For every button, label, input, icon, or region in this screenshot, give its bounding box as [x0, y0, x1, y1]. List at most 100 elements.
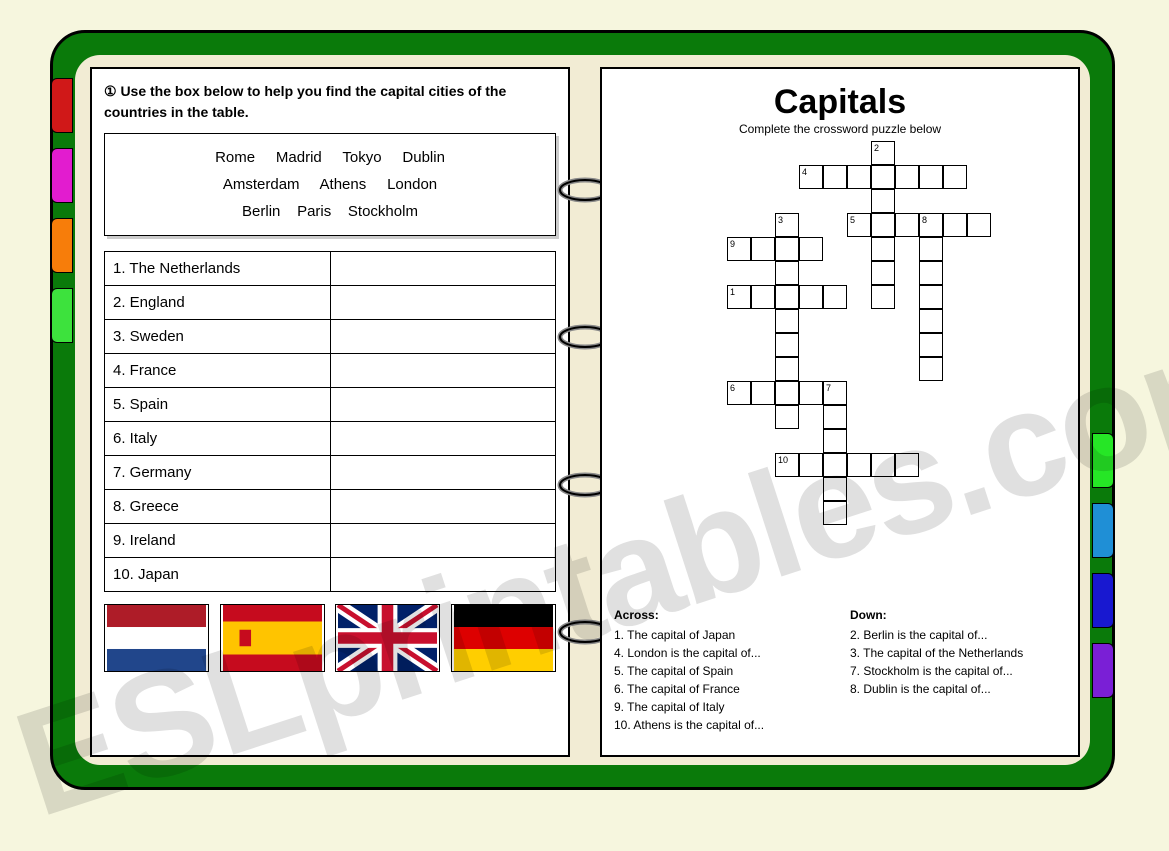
crossword-cell[interactable] — [895, 213, 919, 237]
word: Paris — [297, 203, 331, 220]
country-cell: 1. The Netherlands — [105, 252, 331, 286]
crossword-cell[interactable] — [871, 453, 895, 477]
crossword-cell[interactable] — [847, 165, 871, 189]
crossword-cell[interactable] — [799, 285, 823, 309]
crossword-grid: 2 43 5 8 9 1 6 7 10 — [615, 141, 1065, 601]
crossword-cell[interactable] — [823, 453, 847, 477]
flag-spain — [220, 604, 325, 672]
word: Madrid — [276, 149, 322, 166]
crossword-cell[interactable] — [871, 261, 895, 285]
crossword-cell[interactable] — [823, 429, 847, 453]
crossword-cell[interactable] — [919, 309, 943, 333]
country-cell: 10. Japan — [105, 558, 331, 592]
answer-cell[interactable] — [330, 490, 556, 524]
crossword-cell[interactable] — [871, 285, 895, 309]
word: Berlin — [242, 203, 280, 220]
divider-tab — [1092, 433, 1114, 488]
clues: Across: 1. The capital of Japan 4. Londo… — [614, 606, 1066, 734]
crossword-cell[interactable] — [919, 237, 943, 261]
crossword-cell[interactable] — [919, 261, 943, 285]
clues-across: Across: 1. The capital of Japan 4. Londo… — [614, 606, 830, 734]
crossword-cell[interactable] — [943, 165, 967, 189]
left-page: ① Use the box below to help you find the… — [90, 67, 570, 757]
crossword-cell[interactable]: 3 — [775, 213, 799, 237]
answer-cell[interactable] — [330, 422, 556, 456]
country-cell: 7. Germany — [105, 456, 331, 490]
crossword-cell[interactable] — [823, 477, 847, 501]
crossword-cell[interactable]: 9 — [727, 237, 751, 261]
crossword-cell[interactable] — [823, 501, 847, 525]
answer-cell[interactable] — [330, 524, 556, 558]
crossword-cell[interactable] — [895, 453, 919, 477]
clue: 2. Berlin is the capital of... — [850, 626, 1066, 644]
divider-tab — [51, 148, 73, 203]
crossword-cell[interactable]: 6 — [727, 381, 751, 405]
crossword-cell[interactable] — [871, 165, 895, 189]
clue: 8. Dublin is the capital of... — [850, 680, 1066, 698]
crossword-cell[interactable]: 4 — [799, 165, 823, 189]
crossword-cell[interactable] — [751, 381, 775, 405]
crossword-cell[interactable] — [823, 405, 847, 429]
crossword-cell[interactable] — [919, 333, 943, 357]
answer-cell[interactable] — [330, 286, 556, 320]
flag-uk — [335, 604, 440, 672]
divider-tab — [51, 78, 73, 133]
crossword-cell[interactable]: 5 — [847, 213, 871, 237]
crossword-cell[interactable]: 1 — [727, 285, 751, 309]
crossword-cell[interactable] — [775, 285, 799, 309]
crossword-cell[interactable] — [799, 381, 823, 405]
country-cell: 5. Spain — [105, 388, 331, 422]
country-cell: 3. Sweden — [105, 320, 331, 354]
crossword-cell[interactable]: 2 — [871, 141, 895, 165]
word: Rome — [215, 149, 255, 166]
crossword-cell[interactable] — [799, 453, 823, 477]
answer-cell[interactable] — [330, 320, 556, 354]
table-row: 4. France — [105, 354, 556, 388]
clue: 3. The capital of the Netherlands — [850, 644, 1066, 662]
crossword-cell[interactable] — [871, 213, 895, 237]
crossword-cell[interactable] — [799, 237, 823, 261]
crossword-cell[interactable] — [871, 189, 895, 213]
crossword-cell[interactable] — [919, 285, 943, 309]
crossword-cell[interactable] — [775, 237, 799, 261]
crossword-cell[interactable]: 10 — [775, 453, 799, 477]
crossword-cell[interactable] — [823, 165, 847, 189]
country-cell: 2. England — [105, 286, 331, 320]
crossword-cell[interactable] — [895, 165, 919, 189]
crossword-cell[interactable] — [943, 213, 967, 237]
country-cell: 4. France — [105, 354, 331, 388]
word: Stockholm — [348, 203, 418, 220]
crossword-cell[interactable] — [775, 405, 799, 429]
crossword-cell[interactable] — [919, 165, 943, 189]
crossword-cell[interactable] — [775, 309, 799, 333]
word: Amsterdam — [223, 176, 300, 193]
crossword-cell[interactable] — [751, 285, 775, 309]
crossword-cell[interactable] — [775, 381, 799, 405]
word-box: Rome Madrid Tokyo Dublin Amsterdam Athen… — [104, 133, 556, 236]
table-row: 3. Sweden — [105, 320, 556, 354]
crossword-cell[interactable] — [751, 237, 775, 261]
answer-cell[interactable] — [330, 388, 556, 422]
crossword-cell[interactable] — [775, 357, 799, 381]
down-title: Down: — [850, 606, 1066, 624]
crossword-cell[interactable] — [847, 453, 871, 477]
clue: 6. The capital of France — [614, 680, 830, 698]
word: Athens — [320, 176, 367, 193]
divider-tab — [1092, 503, 1114, 558]
crossword-cell[interactable] — [823, 285, 847, 309]
clue: 4. London is the capital of... — [614, 644, 830, 662]
crossword-cell[interactable]: 7 — [823, 381, 847, 405]
answer-cell[interactable] — [330, 456, 556, 490]
answer-cell[interactable] — [330, 252, 556, 286]
crossword-cell[interactable] — [967, 213, 991, 237]
crossword-cell[interactable]: 8 — [919, 213, 943, 237]
crossword-cell[interactable] — [775, 261, 799, 285]
flags-row — [104, 604, 556, 672]
crossword-cell[interactable] — [919, 357, 943, 381]
answer-cell[interactable] — [330, 558, 556, 592]
answer-cell[interactable] — [330, 354, 556, 388]
clue: 1. The capital of Japan — [614, 626, 830, 644]
crossword-cell[interactable] — [775, 333, 799, 357]
across-title: Across: — [614, 606, 830, 624]
crossword-cell[interactable] — [871, 237, 895, 261]
